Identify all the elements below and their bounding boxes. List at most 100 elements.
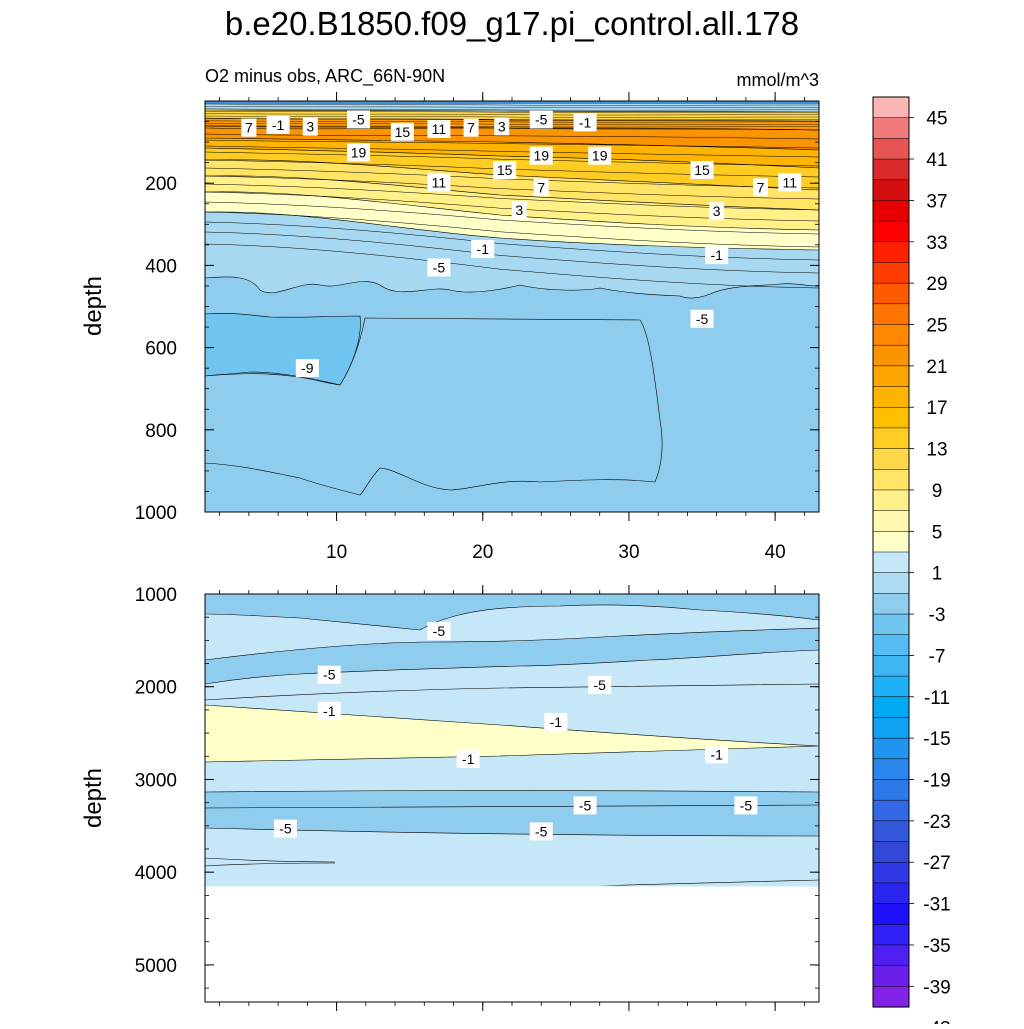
- contour-label-box: [690, 309, 714, 328]
- contour-label: 3: [511, 200, 527, 219]
- contour-label-box: [427, 622, 451, 641]
- contour-label-text: 7: [757, 179, 765, 195]
- colorbar-label: -23: [923, 812, 950, 833]
- y-tick-label: 1000: [135, 503, 177, 524]
- contour-label: -5: [529, 110, 553, 129]
- contour-label-box: [266, 115, 290, 134]
- contour-label-box: [427, 119, 451, 138]
- contour-label-box: [456, 750, 480, 769]
- contour-label: 3: [302, 117, 318, 136]
- contour-label-box: [390, 122, 414, 141]
- y-tick-label: 4000: [135, 863, 177, 884]
- contour-label-box: [317, 665, 341, 684]
- contour-label: -5: [690, 309, 714, 328]
- colorbar-swatch: [872, 882, 910, 905]
- colorbar-swatch: [872, 406, 910, 429]
- colorbar-label: 25: [926, 316, 947, 337]
- contour-label-text: 3: [306, 118, 314, 134]
- contour-label: -1: [266, 115, 290, 134]
- colorbar-swatch: [872, 861, 910, 884]
- contour-label: 15: [390, 122, 414, 141]
- colorbar-label: -15: [923, 729, 950, 750]
- contour-label: -1: [573, 113, 597, 132]
- contour-label: 3: [494, 117, 510, 136]
- contour-label: -1: [705, 745, 729, 764]
- contour-label-box: [494, 117, 510, 136]
- contour-label-text: -1: [477, 241, 490, 257]
- fill-surface-deepblue: [205, 101, 819, 104]
- y-tick-label: 2000: [135, 678, 177, 699]
- colorbar-swatch: [872, 448, 910, 470]
- colorbar-swatch: [872, 965, 910, 987]
- colorbar-swatch: [872, 737, 910, 760]
- bottom-ylabel: depth: [80, 768, 107, 828]
- contour-label-box: [588, 675, 612, 694]
- colorbar-swatch: [872, 758, 910, 781]
- colorbar-swatch: [872, 324, 910, 346]
- contour-label: -1: [317, 701, 341, 720]
- colorbar-swatch: [872, 386, 910, 408]
- contour-label-box: [427, 173, 451, 192]
- y-tick-label: 400: [145, 256, 177, 277]
- colorbar-swatch: [872, 655, 910, 677]
- bottom-line-c: [205, 857, 336, 863]
- contour-label-box: [273, 819, 297, 838]
- colorbar-swatch: [872, 282, 910, 305]
- chart-title: b.e20.B1850.f09_g17.pi_control.all.178: [225, 5, 799, 42]
- colorbar-swatch: [872, 365, 910, 388]
- bottom-line-e: [589, 879, 819, 887]
- colorbar-label: -27: [923, 853, 950, 874]
- colorbar-label: -35: [923, 936, 950, 957]
- contour-label-text: 3: [515, 202, 523, 218]
- contour-label-text: 3: [498, 118, 506, 134]
- contour-label: 15: [690, 161, 714, 180]
- colorbar-label: 9: [932, 481, 943, 502]
- contour-label-box: [753, 178, 769, 197]
- contour-label-box: [295, 359, 319, 378]
- contour-label-text: -9: [301, 360, 314, 376]
- y-tick-label: 600: [145, 339, 177, 360]
- contour-label-text: -5: [579, 797, 592, 813]
- contour-label-box: [588, 146, 612, 165]
- colorbar-swatch: [872, 675, 910, 698]
- contour-label-text: -1: [579, 114, 592, 130]
- colorbar-label: -11: [924, 688, 950, 709]
- x-tick-label: 20: [472, 542, 493, 563]
- colorbar-swatch: [872, 117, 910, 139]
- contour-label: -1: [456, 750, 480, 769]
- colorbar-swatch: [872, 986, 910, 1008]
- colorbar-swatch: [872, 158, 910, 181]
- contour-label-text: -5: [696, 311, 709, 327]
- contour-label-box: [463, 118, 479, 137]
- colorbar-label: -39: [923, 977, 950, 998]
- contour-label: 7: [753, 178, 769, 197]
- contour-label-box: [529, 110, 553, 129]
- contour-label-text: 19: [592, 148, 608, 164]
- positive-isoline: [205, 211, 819, 248]
- contour-label-box: [317, 701, 341, 720]
- contour-label: 7: [241, 118, 257, 137]
- colorbar-swatch: [872, 303, 910, 326]
- colorbar-label: 21: [926, 357, 947, 378]
- contour-label: 11: [778, 173, 802, 192]
- contour-label: 15: [493, 161, 517, 180]
- colorbar-swatch: [872, 903, 910, 925]
- colorbar-swatch: [872, 551, 910, 574]
- colorbar-label: 41: [926, 150, 947, 171]
- colorbar-swatch: [872, 96, 910, 119]
- colorbar-swatch: [872, 572, 910, 594]
- y-tick-label: 3000: [135, 770, 177, 791]
- contour-label-text: 3: [713, 203, 721, 219]
- contour-label: 19: [588, 146, 612, 165]
- units-label: mmol/m^3: [737, 70, 819, 90]
- contour-label-text: 19: [351, 144, 367, 160]
- positive-isoline: [205, 201, 819, 235]
- contour-label: 3: [709, 202, 725, 221]
- y-tick-label: 800: [145, 421, 177, 442]
- contour-label-box: [347, 143, 370, 162]
- colorbar-swatch: [872, 531, 910, 553]
- colorbar-label: -19: [923, 771, 950, 792]
- colorbar-swatch: [872, 179, 910, 201]
- contour-label-text: -1: [272, 117, 285, 133]
- x-tick-label: 40: [765, 542, 786, 563]
